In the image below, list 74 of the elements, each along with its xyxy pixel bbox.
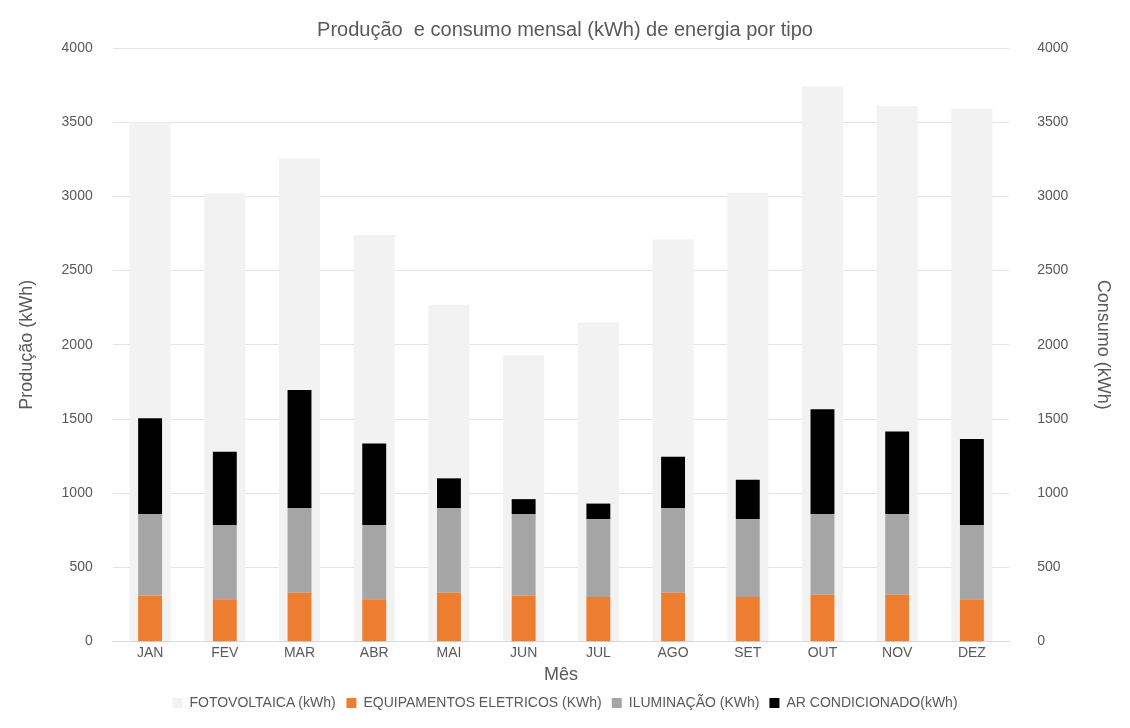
y-axis-title: Produção (kWh) [15, 279, 36, 410]
bar [885, 431, 910, 514]
bar [212, 451, 237, 526]
bar [735, 597, 760, 642]
bar [511, 595, 536, 642]
bar [959, 525, 984, 600]
legend-label: FOTOVOLTAICA (kWh) [189, 693, 336, 710]
bar [138, 513, 163, 596]
x-tick-label: OUT [807, 643, 838, 660]
bar [287, 508, 312, 593]
y2-tick-label: 2000 [1037, 335, 1069, 352]
y-tick-label: 1000 [61, 484, 93, 501]
y2-tick-label: 4000 [1037, 38, 1069, 55]
x-tick-label: FEV [211, 643, 240, 660]
bar [810, 513, 835, 595]
y2-tick-label: 2500 [1037, 261, 1069, 278]
y-tick-label: 2500 [61, 261, 93, 278]
x-tick-label: JUL [585, 643, 612, 660]
bar [436, 508, 461, 593]
bar [212, 599, 237, 642]
bar [362, 443, 387, 526]
x-tick-label: DEZ [957, 643, 987, 660]
bar [959, 439, 984, 526]
bar [138, 418, 163, 514]
x-tick-label: MAR [283, 643, 316, 660]
bar [287, 592, 312, 642]
x-tick-label: JUN [510, 643, 538, 660]
y-tick-label: 500 [69, 558, 93, 575]
y2-axis-title: Consumo (kWh) [1094, 279, 1115, 410]
bar [362, 525, 387, 600]
y-tick-label: 2000 [61, 335, 93, 352]
y-tick-label: 3500 [61, 113, 93, 130]
bar [661, 456, 686, 509]
x-tick-label: MAI [436, 643, 462, 660]
bar [212, 525, 237, 600]
bar [362, 599, 387, 642]
bar [735, 519, 760, 598]
bar [138, 595, 163, 642]
x-axis-title: Mês [543, 664, 579, 685]
x-tick-label: AGO [657, 643, 689, 660]
x-tick-label: ABR [359, 643, 389, 660]
x-tick-label: NOV [882, 643, 914, 660]
y2-tick-label: 1000 [1037, 484, 1069, 501]
x-tick-label: SET [734, 643, 762, 660]
bar [661, 592, 686, 642]
bar [586, 597, 611, 642]
bar [959, 599, 984, 642]
bar [735, 479, 760, 520]
bar [885, 513, 910, 595]
y2-tick-label: 0 [1037, 632, 1046, 649]
y2-tick-label: 500 [1037, 558, 1061, 575]
bar [661, 508, 686, 593]
bar [436, 592, 461, 642]
legend-label: ILUMINAÇÃO (KWh) [628, 693, 760, 710]
chart-title: Produção e consumo mensal (kWh) de energia por tipo [317, 17, 813, 40]
y-tick-label: 3000 [61, 187, 93, 204]
bar [810, 594, 835, 642]
bar [810, 409, 835, 514]
bar [511, 513, 536, 596]
y-tick-label: 0 [84, 632, 93, 649]
legend-label: EQUIPAMENTOS ELETRICOS (KWh) [363, 693, 602, 710]
bar [511, 499, 536, 514]
y-tick-label: 4000 [61, 38, 93, 55]
y2-tick-label: 3000 [1037, 187, 1069, 204]
y2-tick-label: 3500 [1037, 113, 1069, 130]
bar [586, 519, 611, 598]
bar [586, 503, 611, 520]
bar [885, 594, 910, 642]
bar [436, 478, 461, 509]
legend-label: AR CONDICIONADO(kWh) [786, 693, 958, 710]
y2-tick-label: 1500 [1037, 409, 1069, 426]
bar [287, 390, 312, 509]
y-tick-label: 1500 [61, 409, 93, 426]
x-tick-label: JAN [136, 643, 164, 660]
